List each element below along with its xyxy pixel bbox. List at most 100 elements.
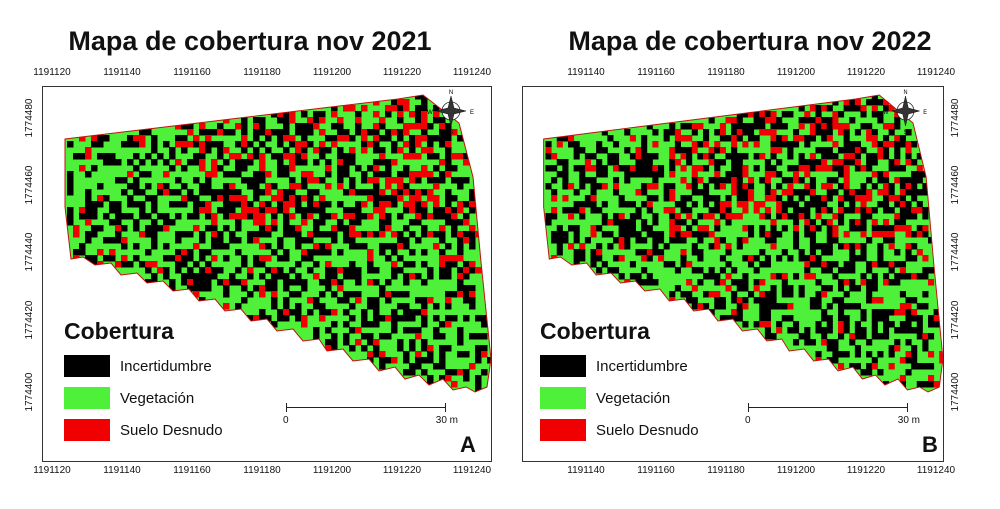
cover-cell [343,297,350,304]
cover-cell [629,273,636,280]
cover-cell [748,189,755,196]
cover-cell [391,249,398,256]
cover-cell [832,153,839,160]
cover-cell [770,219,777,226]
cover-cell [415,195,422,202]
cover-cell [457,177,464,184]
cover-cell [731,129,738,136]
legend-swatch-suelo-desnudo [540,419,586,441]
cover-cell [708,267,715,274]
cover-cell [691,243,698,250]
cover-cell [217,231,224,238]
cover-cell [139,213,146,220]
cover-cell [415,171,422,178]
cover-cell [787,165,794,172]
cover-cell [73,249,80,256]
cover-cell [764,327,771,334]
cover-cell [337,285,344,292]
cover-cell [894,219,901,226]
cover-cell [556,225,563,232]
cover-cell [573,189,580,196]
cover-cell [826,129,833,136]
cover-cell [469,189,476,196]
cover-cell [871,99,878,106]
cover-cell [877,99,884,106]
cover-cell [899,183,906,190]
cover-cell [205,171,212,178]
cover-cell [742,183,749,190]
cover-cell [187,255,194,262]
cover-cell [121,213,128,220]
cover-cell [821,309,828,316]
cover-cell [719,177,726,184]
cover-cell [271,303,278,310]
cover-cell [271,219,278,226]
cover-cell [888,231,895,238]
cover-cell [283,219,290,226]
cover-cell [463,375,470,382]
cover-cell [463,231,470,238]
cover-cell [319,243,326,250]
cover-cell [641,135,648,142]
cover-cell [911,183,918,190]
cover-cell [871,129,878,136]
cover-cell [409,327,416,334]
cover-cell [247,213,254,220]
cover-cell [271,225,278,232]
cover-cell [307,249,314,256]
cover-cell [343,321,350,328]
cover-cell [843,183,850,190]
cover-cell [770,153,777,160]
cover-cell [691,165,698,172]
cover-cell [349,153,356,160]
cover-cell [457,243,464,250]
cover-cell [421,303,428,310]
cover-cell [815,327,822,334]
cover-cell [719,207,726,214]
compass-n-label: N [903,90,907,96]
cover-cell [584,153,591,160]
cover-cell [894,195,901,202]
cover-cell [832,345,839,352]
cover-cell [175,261,182,268]
cover-cell [445,315,452,322]
cover-cell [708,117,715,124]
cover-cell [295,123,302,130]
cover-cell [883,105,890,112]
cover-cell [826,105,833,112]
cover-cell [193,225,200,232]
cover-cell [181,273,188,280]
cover-cell [355,189,362,196]
cover-cell [331,225,338,232]
cover-cell [759,249,766,256]
scale-tick [286,403,287,412]
cover-cell [289,117,296,124]
cover-cell [373,351,380,358]
cover-cell [804,117,811,124]
cover-cell [355,279,362,286]
cover-cell [67,177,74,184]
cover-cell [343,159,350,166]
cover-cell [686,297,693,304]
cover-cell [787,195,794,202]
cover-cell [658,255,665,262]
cover-cell [253,123,260,130]
legend-swatch-vegetacion [540,387,586,409]
cover-cell [894,159,901,166]
cover-cell [331,339,338,346]
cover-cell [277,267,284,274]
cover-cell [97,195,104,202]
cover-cell [731,315,738,322]
cover-cell [759,261,766,268]
cover-cell [770,243,777,250]
cover-cell [187,123,194,130]
cover-cell [618,273,625,280]
cover-cell [753,267,760,274]
cover-cell [624,243,631,250]
cover-cell [551,177,558,184]
cover-cell [445,129,452,136]
cover-cell [899,321,906,328]
cover-cell [905,297,912,304]
cover-cell [325,249,332,256]
cover-cell [445,159,452,166]
